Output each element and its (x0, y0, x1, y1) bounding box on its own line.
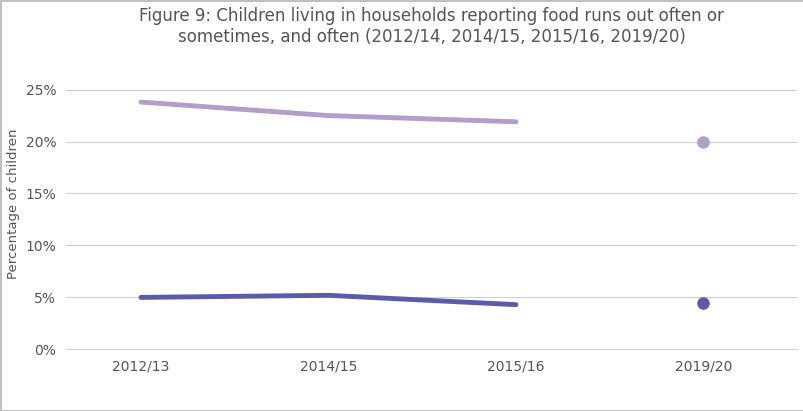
Food runs out often (136, 295, 145, 300)
Line: Food runs out often: Food runs out often (141, 296, 516, 305)
Food runs out often or sometimes (511, 119, 520, 124)
Food runs out often or sometimes (323, 113, 332, 118)
Title: Figure 9: Children living in households reporting food runs out often or
sometim: Figure 9: Children living in households … (139, 7, 723, 46)
Food runs out often (323, 293, 332, 298)
Food runs out often (511, 302, 520, 307)
Y-axis label: Percentage of children: Percentage of children (7, 129, 20, 279)
Food runs out often or sometimes (136, 99, 145, 104)
Line: Food runs out often or sometimes: Food runs out often or sometimes (141, 102, 516, 122)
